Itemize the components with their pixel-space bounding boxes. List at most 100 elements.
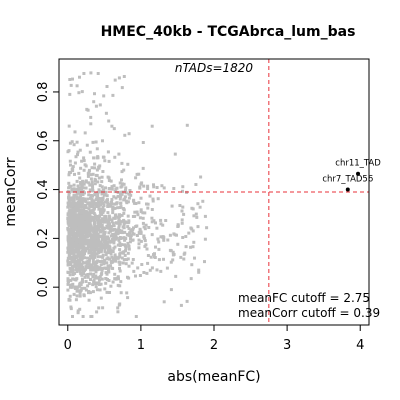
tad-point (128, 240, 132, 244)
tad-point (80, 90, 84, 94)
tad-point (85, 262, 89, 266)
tad-point (197, 270, 201, 274)
tad-point (130, 229, 134, 233)
tad-point (112, 216, 116, 220)
tad-point (78, 214, 82, 218)
tad-point (113, 206, 117, 210)
tad-point (74, 249, 78, 253)
tad-point (66, 217, 70, 220)
tad-point (99, 296, 103, 300)
tad-point (84, 204, 88, 208)
tad-point (154, 245, 157, 249)
tad-point (96, 228, 100, 232)
tad-point (108, 187, 112, 191)
tad-point (141, 211, 145, 215)
tad-point (93, 182, 97, 186)
tad-point (67, 256, 71, 260)
tad-point (103, 250, 107, 254)
tad-point (86, 238, 90, 242)
tad-point (81, 215, 85, 219)
tad-point (118, 222, 122, 226)
tad-point (67, 210, 71, 214)
tad-point (80, 286, 84, 290)
tad-point (195, 215, 199, 219)
tad-point (112, 127, 116, 131)
tad-point (128, 234, 132, 238)
tad-point (69, 307, 73, 311)
tad-point (96, 72, 100, 75)
tad-point (120, 170, 124, 174)
tad-point (79, 234, 83, 238)
tad-point (78, 75, 81, 79)
tad-point (102, 94, 106, 98)
tad-point (118, 197, 122, 201)
tad-point (76, 209, 80, 213)
tad-point (83, 286, 87, 290)
tad-point (96, 234, 100, 238)
highlight-point (345, 187, 350, 192)
tad-point (122, 258, 126, 262)
tad-point (122, 75, 126, 78)
tad-point (93, 241, 97, 245)
tad-point (110, 220, 114, 224)
tad-point (89, 272, 92, 276)
tad-point (125, 291, 129, 295)
tad-point (146, 202, 150, 206)
tad-point (109, 264, 112, 268)
tad-point (153, 256, 157, 259)
tad-point (128, 189, 132, 192)
tad-point (92, 278, 96, 282)
tad-point (72, 256, 76, 260)
tad-point (84, 180, 88, 184)
tad-point (171, 258, 175, 262)
tad-point (66, 282, 70, 286)
tad-point (81, 277, 84, 281)
tad-point (90, 199, 94, 203)
tad-point (84, 267, 88, 271)
tad-point (134, 202, 138, 205)
tad-point (96, 192, 100, 196)
tad-point (180, 209, 184, 213)
tad-point (181, 185, 185, 189)
tad-point (134, 274, 137, 278)
tad-point (118, 262, 122, 266)
tad-point (82, 293, 86, 297)
tad-point (87, 266, 91, 270)
tad-point (76, 247, 80, 251)
tad-point (70, 239, 73, 243)
tad-point (100, 268, 104, 272)
tad-point (124, 249, 127, 253)
y-tick-label: 0.8 (36, 82, 51, 103)
tad-point (119, 201, 123, 205)
tad-point (91, 275, 95, 279)
tad-point (140, 181, 144, 185)
tad-point (133, 210, 137, 214)
tad-point (81, 280, 85, 284)
tad-point (81, 205, 85, 209)
x-tick-label: 0 (64, 338, 72, 353)
tad-point (70, 188, 74, 191)
tad-point (95, 218, 99, 222)
tad-point (100, 226, 104, 230)
tad-point (93, 193, 97, 197)
tad-point (106, 223, 110, 227)
tad-point (136, 266, 140, 270)
tad-point (77, 224, 81, 228)
tad-point (94, 232, 98, 236)
tad-point (155, 186, 159, 189)
tad-point (94, 140, 98, 144)
tad-point (103, 242, 107, 245)
tad-point (67, 219, 71, 223)
tad-point (97, 276, 101, 280)
tad-point (77, 91, 81, 95)
tad-point (157, 240, 161, 244)
tad-point (71, 269, 75, 272)
cutoff-layer (59, 59, 369, 325)
tad-point (151, 199, 155, 203)
tad-point (78, 270, 82, 274)
tad-point (190, 227, 194, 231)
tad-point (101, 196, 105, 200)
tad-point (114, 196, 118, 200)
tad-point (91, 194, 95, 198)
tad-point (73, 258, 77, 262)
